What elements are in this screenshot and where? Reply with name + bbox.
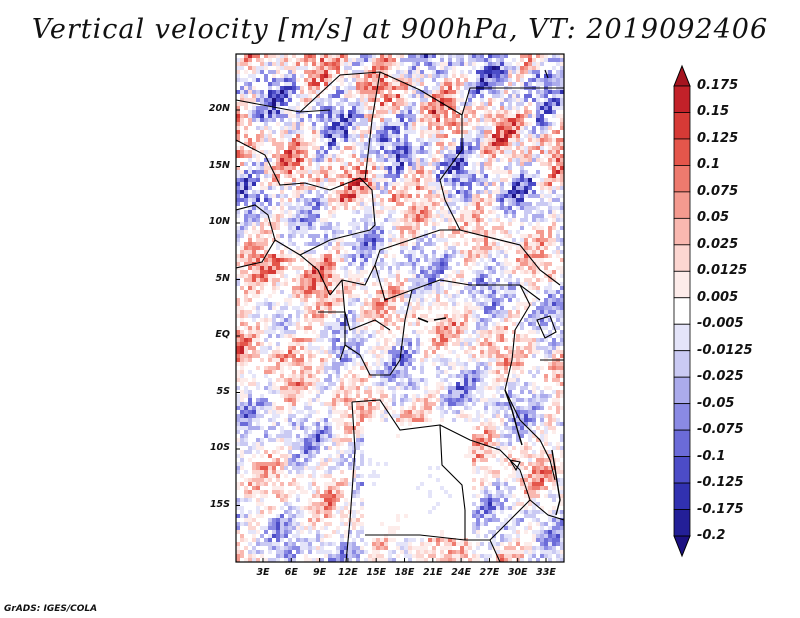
colorbar-label: 0.15 <box>697 104 730 120</box>
colorbar-label: -0.175 <box>697 501 744 517</box>
lon-tick-label: 15E <box>366 567 387 578</box>
lon-tick-label: 9E <box>313 567 327 578</box>
colorbar-segment <box>673 138 691 166</box>
colorbar-segment <box>673 456 691 484</box>
colorbar-segment <box>673 191 691 219</box>
lon-tick-label: 33E <box>536 567 556 578</box>
colorbar-segment <box>673 482 691 510</box>
lat-tick-label: 20N <box>208 103 230 114</box>
colorbar-segment <box>673 244 691 272</box>
map-frame <box>235 53 565 563</box>
lon-tick-label: 27E <box>479 567 500 578</box>
lon-tick-label: 30E <box>507 567 528 578</box>
colorbar-segment <box>673 297 691 325</box>
map-title: Vertical velocity [m/s] at 900hPa, VT: 2… <box>31 14 769 45</box>
colorbar-segment <box>673 376 691 405</box>
colorbar-label: 0.175 <box>697 78 739 93</box>
colorbar-label: 0.1 <box>697 157 721 173</box>
colorbar-label: 0.125 <box>697 130 739 146</box>
colorbar-label: -0.005 <box>697 316 744 332</box>
colorbar-label: 0.075 <box>697 183 739 199</box>
colorbar-label: 0.0125 <box>697 263 748 279</box>
lon-tick-label: 21E <box>422 567 443 578</box>
lat-tick-label: 5N <box>215 272 230 284</box>
lat-tick-label: 10N <box>208 216 230 227</box>
lat-tick-label: 5S <box>216 385 230 397</box>
colorbar-label: -0.125 <box>697 475 744 491</box>
colorbar-segment <box>673 509 691 537</box>
colorbar-segment <box>673 112 691 140</box>
country-borders <box>236 69 564 562</box>
colorbar-segment <box>673 535 691 558</box>
colorbar-label: -0.075 <box>697 422 744 438</box>
colorbar-label: -0.2 <box>697 528 726 543</box>
lon-tick-label: 18E <box>394 567 415 578</box>
colorbar-segment <box>673 85 691 113</box>
colorbar-segment <box>673 429 691 457</box>
colorbar-label: -0.025 <box>697 369 744 385</box>
lon-tick-label: 6E <box>284 567 298 578</box>
lat-tick-label: 10S <box>209 442 230 453</box>
velocity-field <box>236 54 564 562</box>
colorbar-segment <box>673 323 691 352</box>
colorbar <box>673 64 691 558</box>
lat-tick-label: 15N <box>208 159 230 171</box>
colorbar-segment <box>673 64 691 87</box>
colorbar-label: 0.05 <box>697 210 730 226</box>
colorbar-segment <box>673 350 691 378</box>
colorbar-label: -0.05 <box>697 395 735 411</box>
colorbar-segment <box>673 403 691 431</box>
colorbar-segment <box>673 217 691 246</box>
lon-tick-label: 24E <box>451 567 471 578</box>
colorbar-label: 0.025 <box>697 236 739 252</box>
lat-tick-label: EQ <box>215 329 230 340</box>
lon-tick-label: 3E <box>256 567 270 578</box>
colorbar-label: -0.0125 <box>697 342 753 358</box>
colorbar-label: -0.1 <box>697 448 726 464</box>
credit-text: GrADS: IGES/COLA <box>4 604 98 614</box>
colorbar-label: 0.005 <box>697 289 739 305</box>
colorbar-segment <box>673 270 691 299</box>
lon-tick-label: 12E <box>338 567 358 578</box>
colorbar-segment <box>673 165 691 193</box>
lat-tick-label: 15S <box>209 498 230 510</box>
